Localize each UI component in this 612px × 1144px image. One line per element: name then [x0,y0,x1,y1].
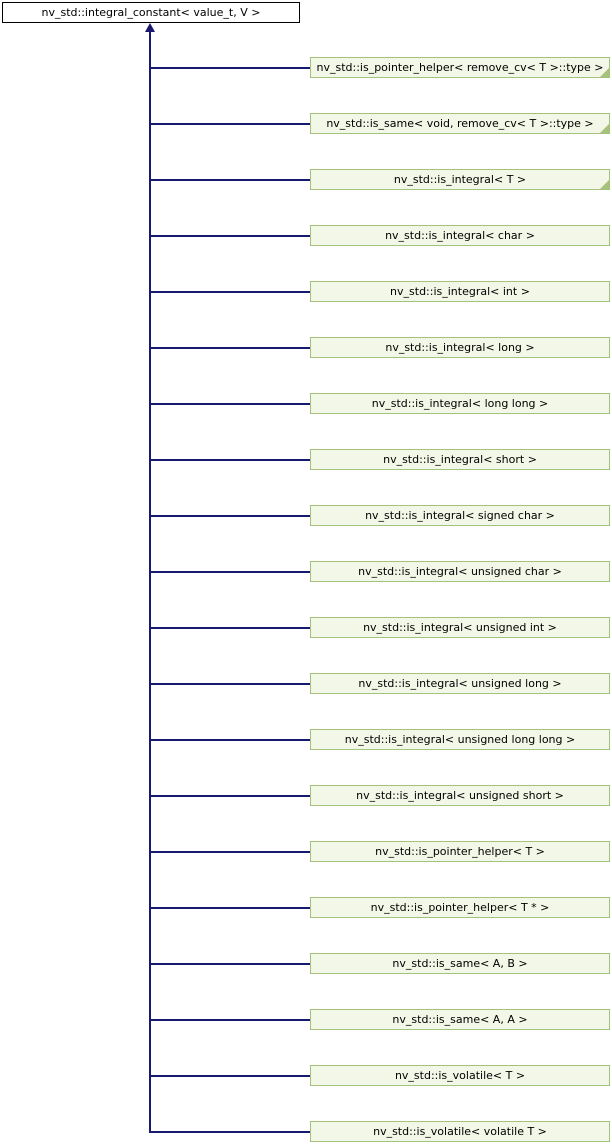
inheritance-branch-line [150,795,310,797]
derived-class-label: nv_std::is_same< void, remove_cv< T >::t… [326,117,594,130]
derived-class-node[interactable]: nv_std::is_pointer_helper< T > [310,841,610,862]
inheritance-branch-line [150,739,310,741]
derived-class-label: nv_std::is_integral< unsigned int > [363,621,557,634]
derived-class-label: nv_std::is_pointer_helper< T > [375,845,545,858]
derived-class-label: nv_std::is_integral< T > [393,173,527,186]
derived-class-label: nv_std::is_integral< signed char > [365,509,555,522]
derived-class-label: nv_std::is_integral< long > [385,341,535,354]
inheritance-branch-line [150,67,310,69]
inheritance-branch-line [150,571,310,573]
inheritance-branch-line [150,459,310,461]
derived-class-label: nv_std::is_volatile< volatile T > [373,1125,547,1138]
derived-class-node[interactable]: nv_std::is_integral< signed char > [310,505,610,526]
derived-class-node[interactable]: nv_std::is_volatile< T > [310,1065,610,1086]
derived-class-node[interactable]: nv_std::is_same< void, remove_cv< T >::t… [310,113,610,134]
inheritance-branch-line [150,963,310,965]
derived-class-label: nv_std::is_pointer_helper< T * > [370,901,550,914]
inheritance-branch-line [150,403,310,405]
derived-class-label: nv_std::is_integral< char > [385,229,535,242]
inheritance-branch-line [150,291,310,293]
derived-class-node[interactable]: nv_std::is_integral< unsigned int > [310,617,610,638]
derived-class-label: nv_std::is_volatile< T > [394,1069,526,1082]
inheritance-branch-line [150,1131,310,1133]
derived-class-node[interactable]: nv_std::is_volatile< volatile T > [310,1121,610,1142]
derived-class-node[interactable]: nv_std::is_integral< unsigned long long … [310,729,610,750]
derived-class-node[interactable]: nv_std::is_integral< T > [310,169,610,190]
derived-class-node[interactable]: nv_std::is_integral< long > [310,337,610,358]
derived-class-label: nv_std::is_integral< unsigned char > [358,565,562,578]
inheritance-branch-line [150,627,310,629]
derived-class-node[interactable]: nv_std::is_integral< unsigned long > [310,673,610,694]
inheritance-branch-line [150,179,310,181]
inheritance-branch-line [150,683,310,685]
derived-class-label: nv_std::is_same< A, A > [392,1013,528,1026]
inheritance-trunk-line [149,31,151,1133]
derived-class-node[interactable]: nv_std::is_integral< unsigned char > [310,561,610,582]
derived-class-node[interactable]: nv_std::is_integral< unsigned short > [310,785,610,806]
inheritance-branch-line [150,235,310,237]
derived-class-node[interactable]: nv_std::is_integral< long long > [310,393,610,414]
truncated-corner-icon [600,68,609,77]
derived-class-label: nv_std::is_integral< long long > [371,397,549,410]
inheritance-branch-line [150,347,310,349]
derived-class-node[interactable]: nv_std::is_same< A, B > [310,953,610,974]
truncated-corner-icon [600,180,609,189]
derived-class-label: nv_std::is_integral< unsigned short > [356,789,564,802]
derived-class-label: nv_std::is_integral< int > [390,285,530,298]
inheritance-branch-line [150,515,310,517]
derived-class-label: nv_std::is_pointer_helper< remove_cv< T … [316,61,604,74]
derived-class-node[interactable]: nv_std::is_integral< short > [310,449,610,470]
derived-class-label: nv_std::is_integral< unsigned long > [358,677,562,690]
inheritance-branch-line [150,907,310,909]
derived-class-node[interactable]: nv_std::is_pointer_helper< remove_cv< T … [310,57,610,78]
derived-class-node[interactable]: nv_std::is_pointer_helper< T * > [310,897,610,918]
derived-class-label: nv_std::is_same< A, B > [392,957,528,970]
inheritance-arrow-icon [145,23,155,32]
derived-class-node[interactable]: nv_std::is_integral< char > [310,225,610,246]
inheritance-branch-line [150,123,310,125]
inheritance-branch-line [150,1019,310,1021]
inheritance-branch-line [150,1075,310,1077]
derived-class-node[interactable]: nv_std::is_integral< int > [310,281,610,302]
inheritance-branch-line [150,851,310,853]
derived-class-node[interactable]: nv_std::is_same< A, A > [310,1009,610,1030]
derived-class-label: nv_std::is_integral< short > [383,453,537,466]
truncated-corner-icon [600,124,609,133]
base-class-node: nv_std::integral_constant< value_t, V > [2,2,300,23]
derived-class-label: nv_std::is_integral< unsigned long long … [344,733,576,746]
